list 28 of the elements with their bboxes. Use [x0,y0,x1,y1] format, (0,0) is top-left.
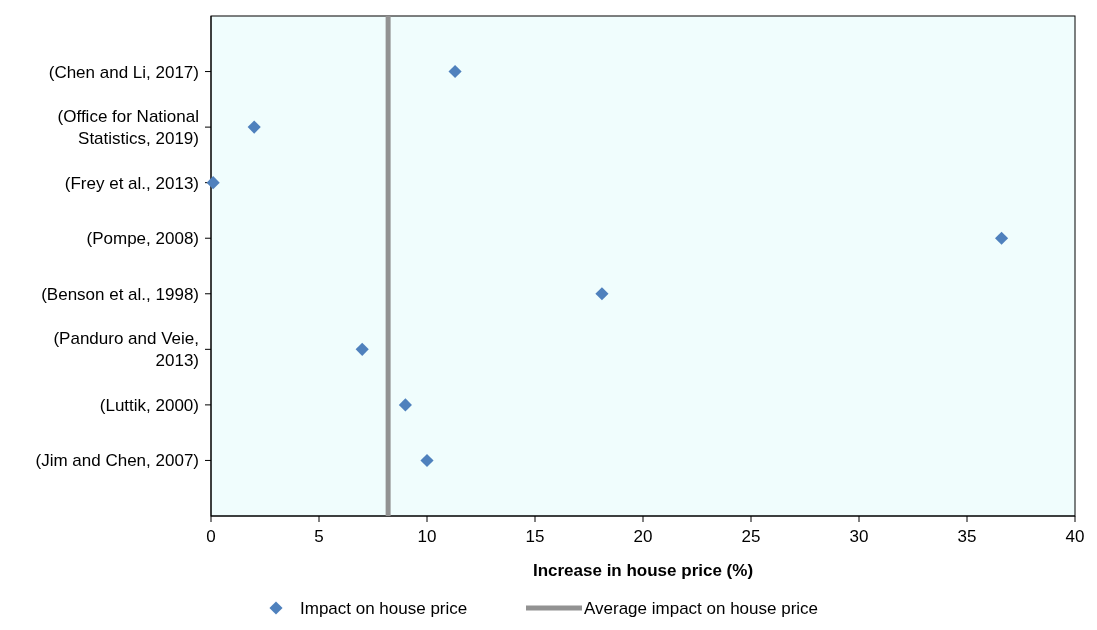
x-axis-title: Increase in house price (%) [532,561,754,580]
y-tick-label: (Panduro and Veie, 2013) [53,328,199,370]
point [398,398,412,412]
point [420,453,434,468]
point [595,287,609,301]
point [355,342,369,356]
x-tick-label: 30 [849,527,869,546]
y-tick-label: (Benson et al., 1998) [41,284,199,304]
legend-label: Average impact on house price [584,599,819,618]
x-tick-label: 35 [957,527,977,546]
point [448,64,462,79]
point [994,231,1009,245]
y-tick-label: (Jim and Chen, 2007) [35,450,199,470]
x-tick-label: 5 [314,527,324,546]
x-tick-label: 25 [741,527,761,546]
y-tick-label: (Luttik, 2000) [99,395,199,415]
x-tick-label: 15 [525,527,545,546]
y-tick-label: (Chen and Li, 2017) [48,62,199,82]
point [206,176,220,190]
point [247,120,261,134]
y-tick-label: (Pompe, 2008) [86,228,199,248]
x-tick-label: 20 [633,527,653,546]
x-tick-label: 10 [417,527,437,546]
y-tick-label: (Office for National Statistics, 2019) [57,106,199,148]
x-tick-label: 0 [206,527,216,546]
legend-label: Impact on house price [300,599,468,618]
y-tick-label: (Frey et al., 2013) [64,173,199,193]
x-tick-label: 40 [1065,527,1085,546]
